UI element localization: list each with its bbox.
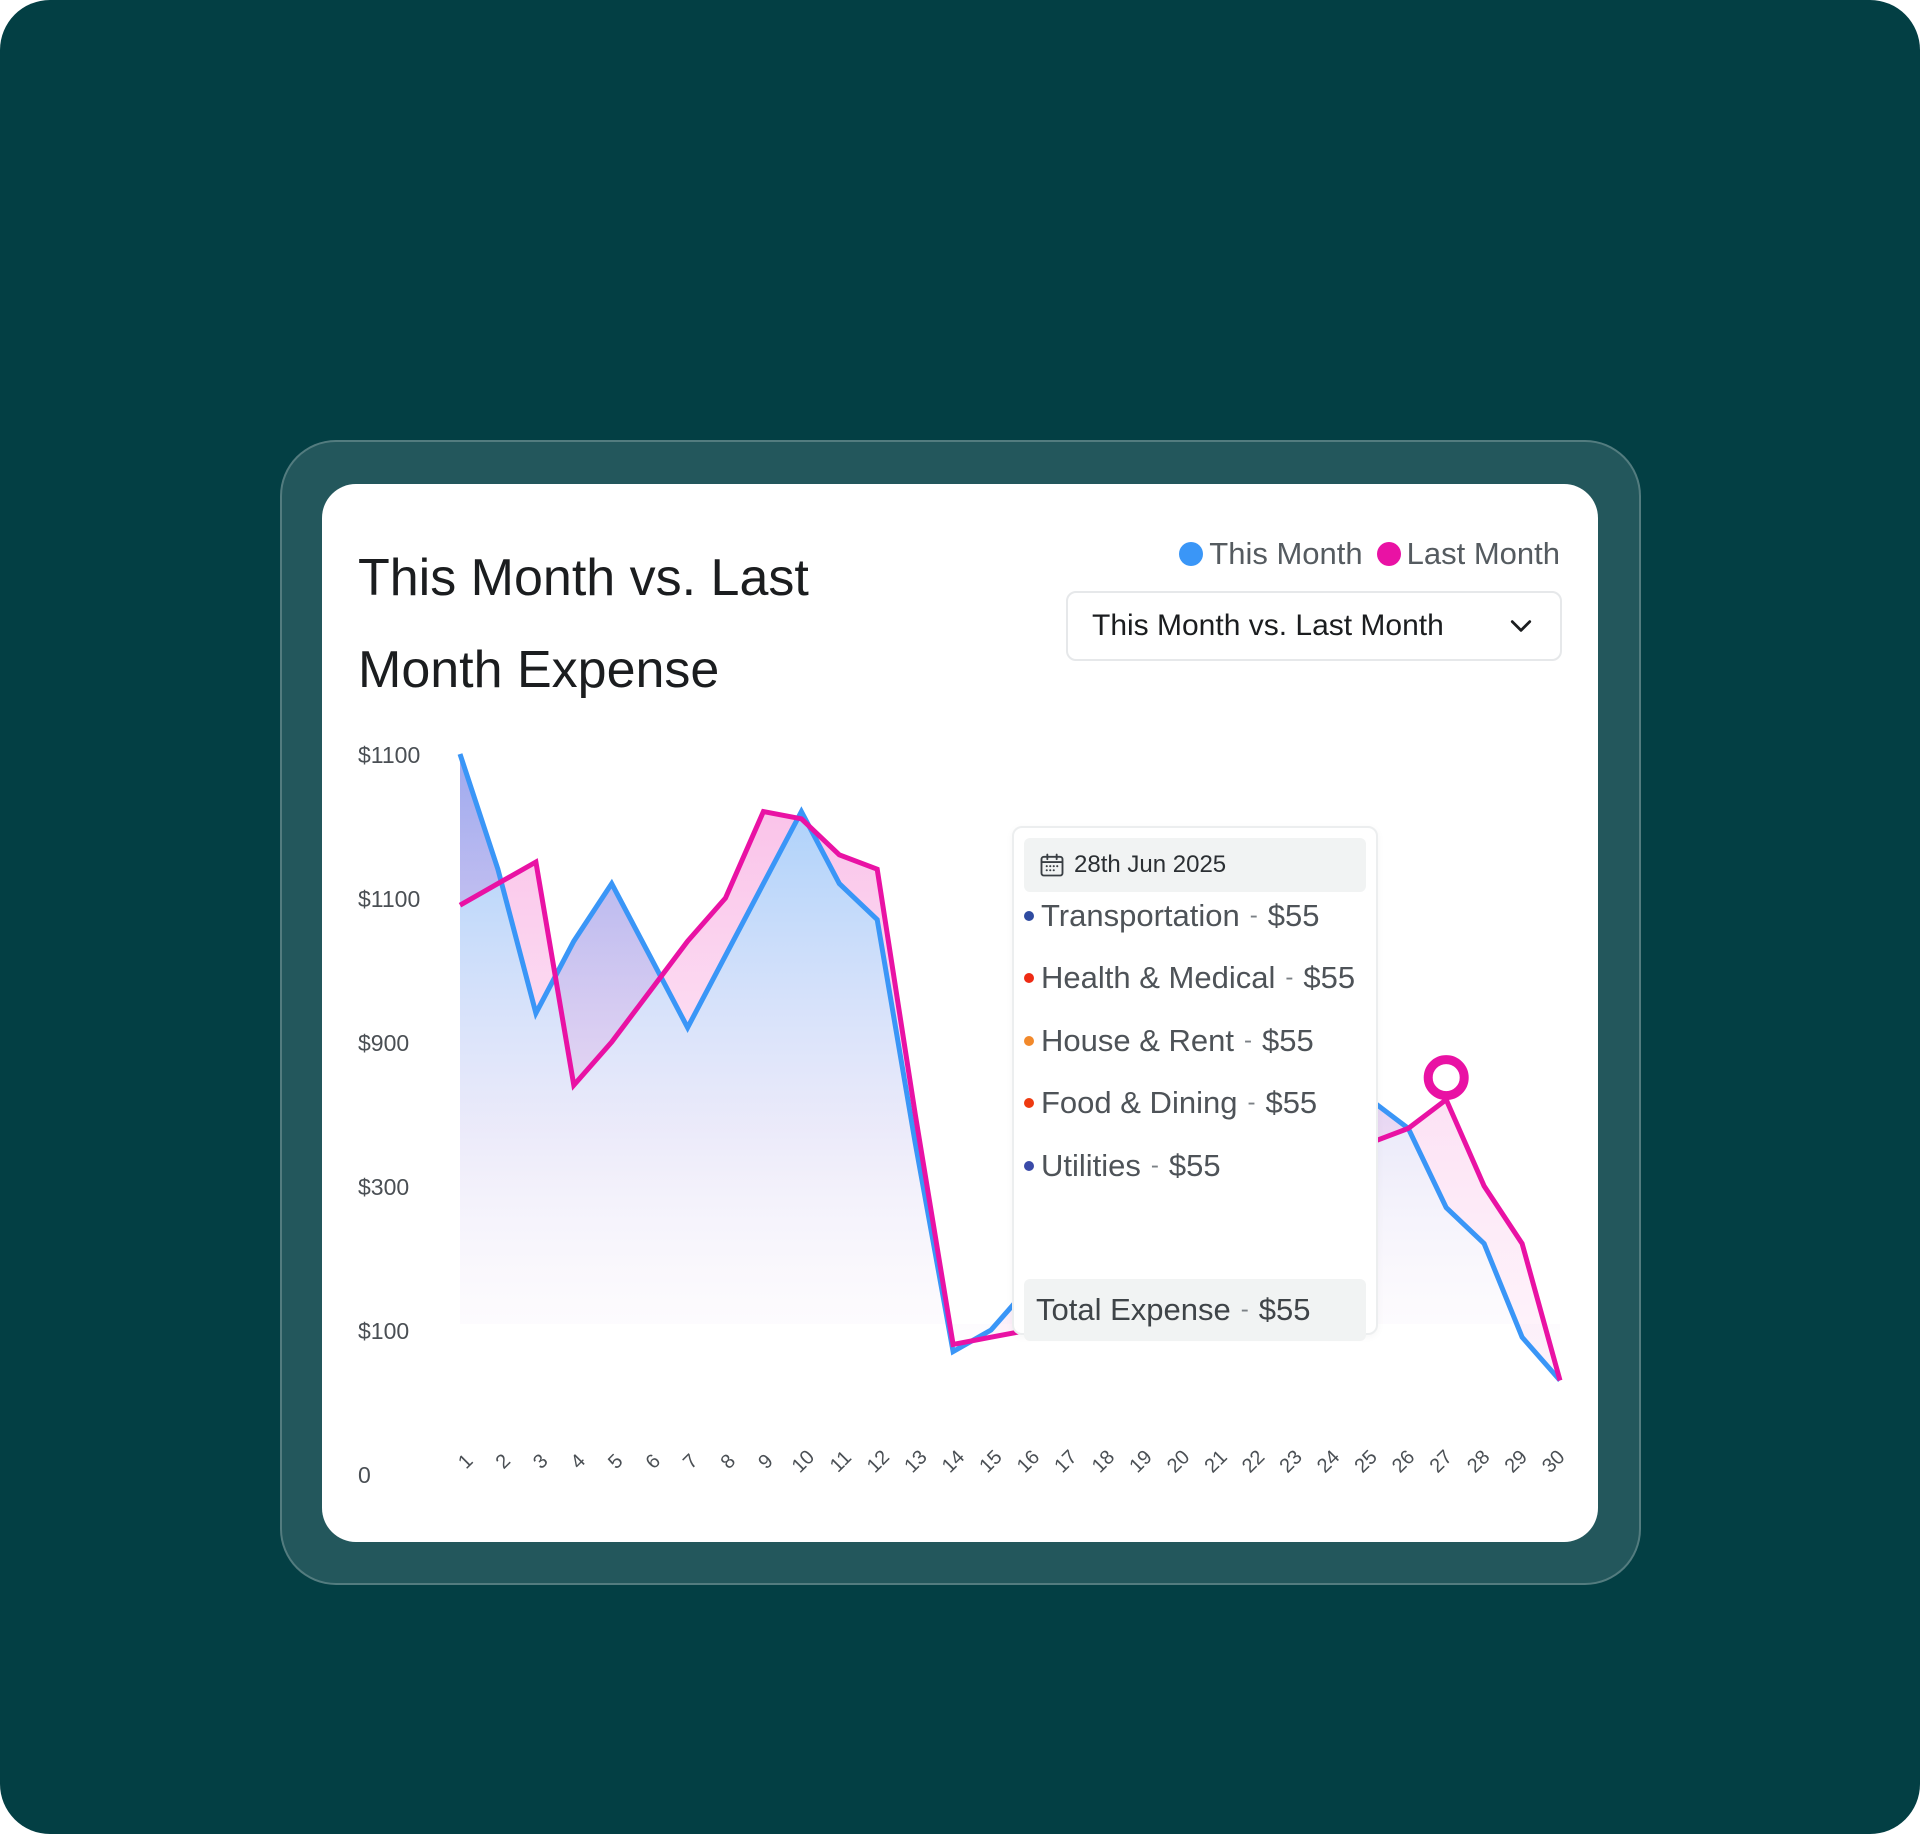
x-tick-label: 10 bbox=[788, 1446, 819, 1477]
x-tick-label: 16 bbox=[1013, 1446, 1044, 1477]
last-month-area bbox=[460, 754, 1560, 1381]
x-tick-label: 30 bbox=[1538, 1446, 1569, 1477]
chart-card: This Month vs. Last Month Expense This M… bbox=[322, 484, 1598, 1542]
tooltip-item: House & Rent - $55 bbox=[1024, 1021, 1314, 1061]
period-dropdown-value: This Month vs. Last Month bbox=[1092, 609, 1444, 642]
this-month-area bbox=[460, 754, 1560, 1381]
tooltip-item-separator: - bbox=[1244, 1027, 1252, 1054]
y-tick-label: $1100 bbox=[358, 742, 421, 768]
tooltip-date-header: 28th Jun 2025 bbox=[1024, 838, 1366, 892]
x-tick-label: 25 bbox=[1351, 1446, 1382, 1477]
x-tick-label: 7 bbox=[679, 1450, 702, 1473]
x-tick-label: 9 bbox=[754, 1450, 777, 1473]
x-tick-label: 27 bbox=[1426, 1446, 1457, 1477]
x-tick-label: 24 bbox=[1313, 1446, 1344, 1477]
x-tick-label: 21 bbox=[1200, 1446, 1231, 1477]
tooltip-item-value: $55 bbox=[1262, 1023, 1314, 1058]
tooltip-item-separator: - bbox=[1150, 1152, 1159, 1179]
tooltip-item-bullet bbox=[1024, 1036, 1034, 1046]
chevron-down-icon bbox=[1510, 620, 1532, 632]
highlight-point-marker[interactable] bbox=[1423, 1055, 1469, 1101]
x-tick-label: 2 bbox=[492, 1450, 515, 1473]
y-tick-label: 0 bbox=[358, 1462, 371, 1488]
tooltip-item-separator: - bbox=[1249, 902, 1258, 929]
legend-label-last-month: Last Month bbox=[1406, 536, 1560, 571]
calendar-icon bbox=[1040, 853, 1064, 877]
tooltip-item-separator: - bbox=[1247, 1089, 1256, 1116]
x-tick-label: 15 bbox=[975, 1446, 1006, 1477]
x-tick-label: 4 bbox=[567, 1450, 590, 1473]
x-tick-label: 6 bbox=[642, 1450, 665, 1473]
chart-title: This Month vs. Last Month Expense bbox=[358, 549, 809, 699]
legend-dot-this-month bbox=[1179, 542, 1204, 566]
x-tick-label: 13 bbox=[900, 1446, 931, 1477]
tooltip-item-value: $55 bbox=[1168, 1148, 1221, 1183]
tooltip-item-value: $55 bbox=[1303, 960, 1356, 995]
x-tick-label: 17 bbox=[1050, 1446, 1081, 1477]
tooltip-item: Transportation - $55 bbox=[1024, 896, 1319, 936]
tooltip-item-label: Transportation bbox=[1041, 898, 1240, 933]
legend-dot-last-month bbox=[1376, 542, 1401, 566]
tooltip-date: 28th Jun 2025 bbox=[1074, 851, 1227, 878]
tooltip-item-label: House & Rent bbox=[1041, 1023, 1234, 1058]
x-tick-label: 14 bbox=[938, 1446, 969, 1477]
x-tick-label: 3 bbox=[529, 1450, 552, 1473]
tooltip-item: Health & Medical - $55 bbox=[1024, 958, 1355, 998]
x-tick-label: 29 bbox=[1501, 1446, 1532, 1477]
x-tick-label: 28 bbox=[1463, 1446, 1494, 1477]
tooltip-total: Total Expense - $55 bbox=[1024, 1279, 1366, 1341]
tooltip-item-separator: - bbox=[1285, 964, 1294, 991]
tooltip-item-value: $55 bbox=[1265, 1085, 1318, 1120]
x-tick-label: 18 bbox=[1088, 1446, 1119, 1477]
chart-tooltip: 28th Jun 2025 Transportation - $55 Health &… bbox=[1012, 826, 1378, 1341]
x-tick-label: 1 bbox=[454, 1450, 477, 1473]
legend-item-this-month[interactable]: This Month bbox=[1179, 536, 1363, 572]
legend-item-last-month[interactable]: Last Month bbox=[1376, 536, 1560, 572]
tooltip-item-label: Health & Medical bbox=[1041, 960, 1276, 995]
tooltip-item: Utilities - $55 bbox=[1024, 1146, 1221, 1186]
tooltip-item-bullet bbox=[1024, 973, 1034, 983]
tooltip-item-label: Food & Dining bbox=[1041, 1085, 1238, 1120]
y-tick-label: $300 bbox=[358, 1174, 410, 1200]
tooltip-item: Food & Dining - $55 bbox=[1024, 1083, 1317, 1123]
tooltip-item-bullet bbox=[1024, 1098, 1034, 1108]
tooltip-item-bullet bbox=[1024, 911, 1034, 921]
x-tick-label: 22 bbox=[1238, 1446, 1269, 1477]
tooltip-total-label: Total Expense bbox=[1036, 1292, 1231, 1327]
period-dropdown[interactable]: This Month vs. Last Month bbox=[1066, 591, 1562, 661]
x-tick-label: 20 bbox=[1163, 1446, 1194, 1477]
x-tick-label: 23 bbox=[1275, 1446, 1306, 1477]
x-tick-label: 5 bbox=[604, 1450, 627, 1473]
y-tick-label: $1100 bbox=[358, 886, 421, 912]
x-tick-label: 8 bbox=[717, 1450, 740, 1473]
y-tick-label: $900 bbox=[358, 1030, 410, 1056]
tooltip-total-separator: - bbox=[1240, 1296, 1249, 1323]
x-tick-label: 11 bbox=[826, 1447, 856, 1477]
x-tick-label: 26 bbox=[1388, 1446, 1419, 1477]
chart-legend: This Month Last Month bbox=[1179, 534, 1560, 574]
legend-label-this-month: This Month bbox=[1209, 536, 1363, 571]
tooltip-total-value: $55 bbox=[1258, 1292, 1311, 1327]
tooltip-item-value: $55 bbox=[1267, 898, 1320, 933]
y-tick-label: $100 bbox=[358, 1318, 410, 1344]
x-tick-label: 19 bbox=[1125, 1446, 1156, 1477]
x-tick-label: 12 bbox=[863, 1446, 894, 1477]
tooltip-item-bullet bbox=[1024, 1161, 1034, 1171]
expense-line-chart: 1 2 3 4 5 6 7 8 9 10 11 12 13 14 15 16 17 18 19 20 21 22 23 24 2… bbox=[454, 753, 1569, 1477]
tooltip-item-label: Utilities bbox=[1041, 1148, 1141, 1183]
